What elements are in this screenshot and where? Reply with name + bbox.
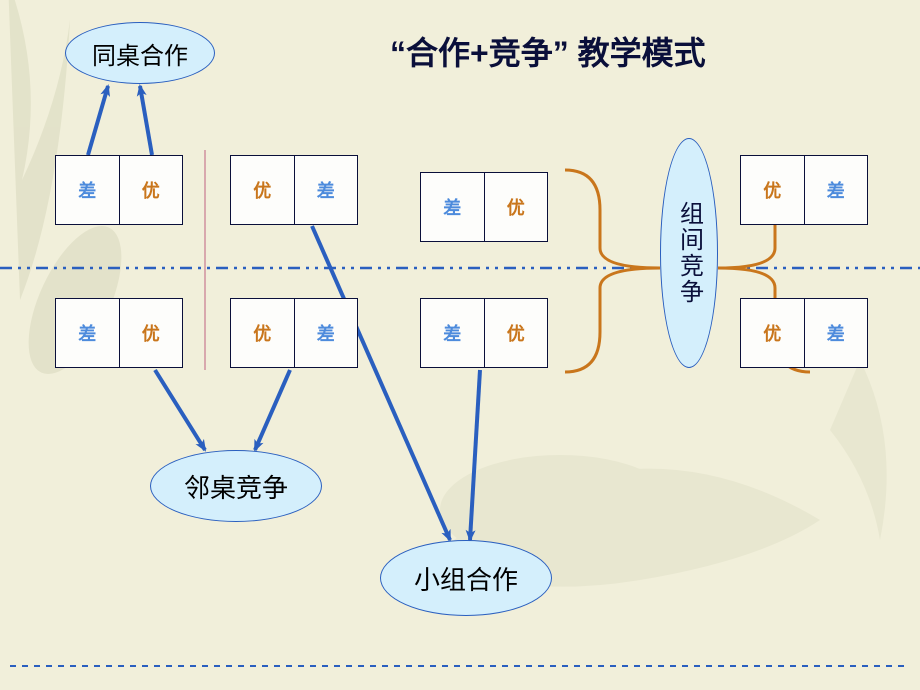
desk-r2c3-right: 优 <box>484 299 548 367</box>
title-text: “合作+竞争” 教学模式 <box>390 35 706 71</box>
desk-r1c3: 差 优 <box>420 172 548 242</box>
desk-r1c2: 优 差 <box>230 155 358 225</box>
desk-r1c1-right: 优 <box>119 156 183 224</box>
ellipse-deskmate-coop-label: 同桌合作 <box>92 36 188 71</box>
ellipse-intergroup-compete: 组间竞争 <box>660 138 718 368</box>
ellipse-group-coop-label: 小组合作 <box>414 560 518 597</box>
desk-r2c4-right: 差 <box>804 299 868 367</box>
ellipse-deskmate-coop: 同桌合作 <box>65 22 215 84</box>
ellipse-neighbor-compete-label: 邻桌竞争 <box>184 468 288 505</box>
desk-r2c2-right: 差 <box>294 299 358 367</box>
desk-r2c1-left: 差 <box>56 299 119 367</box>
desk-r2c3: 差 优 <box>420 298 548 368</box>
desk-r1c2-left: 优 <box>231 156 294 224</box>
desk-r1c1: 差 优 <box>55 155 183 225</box>
desk-r1c4-right: 差 <box>804 156 868 224</box>
desk-r1c2-right: 差 <box>294 156 358 224</box>
desk-r2c2: 优 差 <box>230 298 358 368</box>
ellipse-neighbor-compete: 邻桌竞争 <box>150 450 322 522</box>
page-title: “合作+竞争” 教学模式 <box>390 28 706 74</box>
desk-r1c3-right: 优 <box>484 173 548 241</box>
desk-r2c2-left: 优 <box>231 299 294 367</box>
desk-r1c1-left: 差 <box>56 156 119 224</box>
desk-r1c4: 优 差 <box>740 155 868 225</box>
desk-r2c3-left: 差 <box>421 299 484 367</box>
desk-r2c1: 差 优 <box>55 298 183 368</box>
desk-r1c3-left: 差 <box>421 173 484 241</box>
desk-r2c1-right: 优 <box>119 299 183 367</box>
ellipse-intergroup-compete-label: 组间竞争 <box>672 201 707 305</box>
desk-r2c4: 优 差 <box>740 298 868 368</box>
desk-r1c4-left: 优 <box>741 156 804 224</box>
desk-r2c4-left: 优 <box>741 299 804 367</box>
ellipse-group-coop: 小组合作 <box>380 540 552 616</box>
